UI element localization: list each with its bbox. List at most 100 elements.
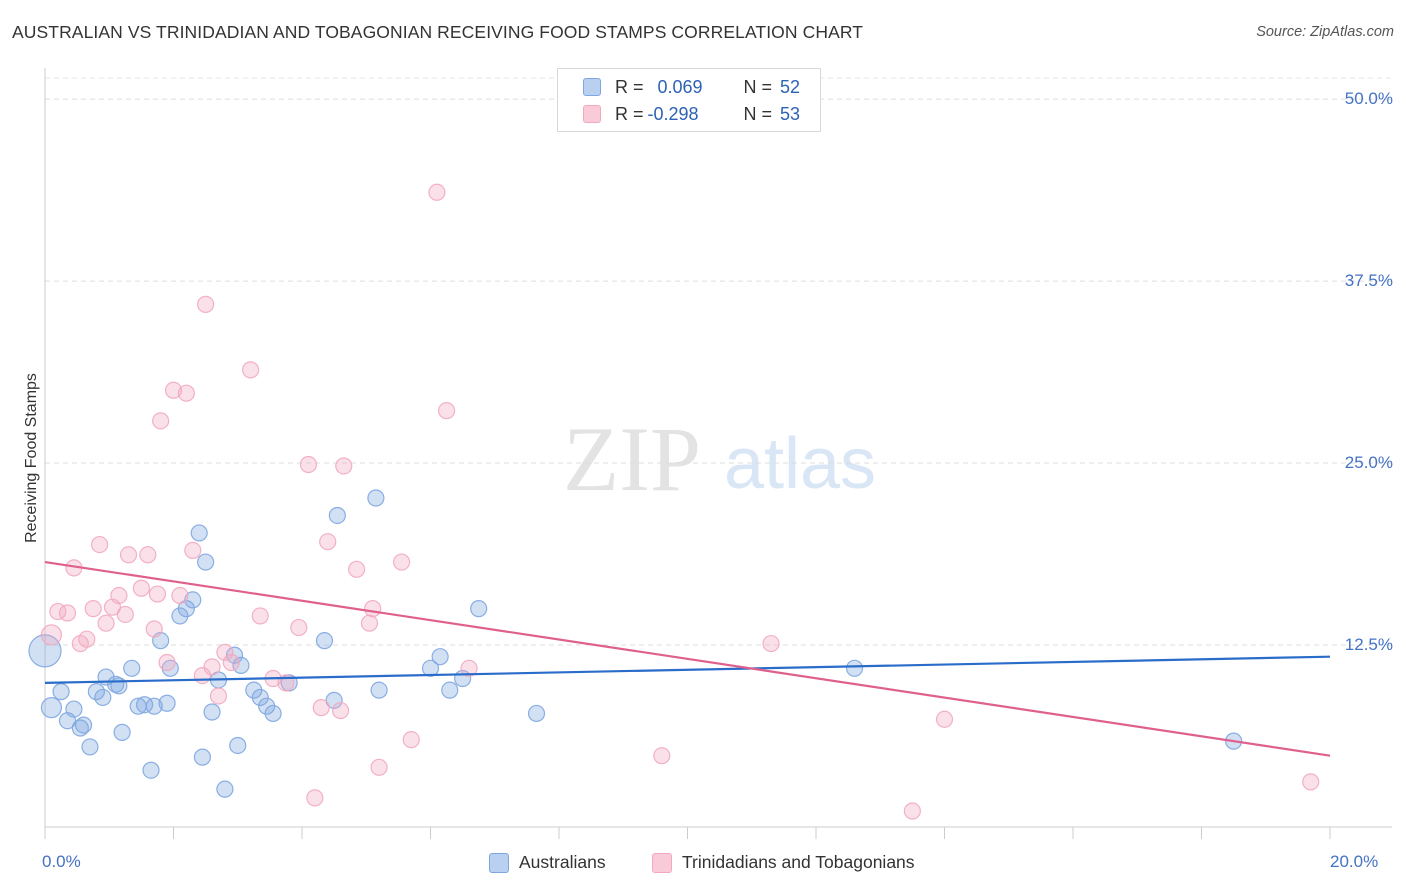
data-point bbox=[264, 704, 282, 723]
data-point bbox=[145, 697, 163, 715]
legend-r-value: -0.298 bbox=[647, 103, 699, 124]
watermark: ZIP atlas bbox=[563, 408, 876, 510]
y-tick-label: 12.5% bbox=[1344, 635, 1393, 655]
y-tick-label: 25.0% bbox=[1344, 453, 1393, 473]
data-point bbox=[290, 618, 308, 637]
data-point bbox=[348, 560, 366, 578]
data-point bbox=[360, 614, 379, 632]
data-point bbox=[145, 620, 163, 638]
data-point bbox=[335, 457, 353, 475]
data-point bbox=[184, 541, 202, 560]
legend-n-value: 53 bbox=[780, 103, 801, 124]
data-point bbox=[251, 607, 269, 625]
data-point bbox=[402, 731, 420, 749]
trend-line-series-0 bbox=[44, 655, 1331, 684]
data-point bbox=[52, 683, 70, 701]
data-point bbox=[116, 605, 134, 624]
data-point bbox=[190, 524, 208, 542]
data-point bbox=[229, 736, 247, 755]
data-point bbox=[1302, 773, 1320, 791]
data-point bbox=[222, 653, 240, 672]
series-1-points bbox=[40, 183, 1320, 820]
data-point bbox=[319, 533, 337, 551]
legend-n-label: N = bbox=[743, 76, 773, 97]
legend-r-label: R = bbox=[615, 103, 644, 124]
y-tick-label: 50.0% bbox=[1344, 89, 1393, 109]
data-point bbox=[139, 546, 157, 564]
bottom-legend-australians: Australians bbox=[489, 852, 606, 873]
data-point bbox=[437, 402, 456, 420]
data-point bbox=[428, 183, 446, 201]
data-point bbox=[94, 688, 112, 707]
data-point bbox=[315, 632, 334, 650]
data-point bbox=[762, 634, 780, 653]
legend-n-value: 52 bbox=[780, 76, 801, 97]
data-point bbox=[299, 455, 318, 474]
data-point bbox=[184, 591, 202, 609]
data-points bbox=[28, 183, 1320, 820]
data-point bbox=[91, 535, 109, 554]
data-point bbox=[197, 295, 215, 313]
legend: R = 0.069 N = 52 R = -0.298 N = 53 bbox=[557, 68, 821, 132]
bottom-legend-swatch-pink bbox=[652, 852, 672, 873]
bottom-legend-label: Australians bbox=[519, 852, 606, 872]
x-tick-label-min: 0.0% bbox=[42, 852, 81, 871]
data-point bbox=[28, 634, 62, 668]
data-point bbox=[132, 579, 150, 597]
data-point bbox=[197, 553, 215, 571]
data-point bbox=[216, 780, 234, 798]
trend-lines bbox=[44, 560, 1331, 757]
data-point bbox=[84, 600, 102, 618]
data-point bbox=[209, 687, 228, 705]
legend-r-label: R = bbox=[615, 76, 644, 97]
data-point bbox=[845, 659, 864, 677]
data-point bbox=[216, 643, 234, 661]
data-point bbox=[232, 656, 250, 675]
data-point bbox=[203, 658, 221, 676]
data-point bbox=[331, 701, 350, 720]
bottom-legend-label: Trinidadians and Tobagonians bbox=[682, 852, 915, 872]
bottom-legend-trinidadians: Trinidadians and Tobagonians bbox=[652, 852, 915, 873]
data-point bbox=[171, 586, 189, 605]
legend-swatch-pink bbox=[583, 105, 601, 123]
data-point bbox=[71, 719, 89, 737]
data-point bbox=[142, 761, 160, 779]
data-point bbox=[251, 688, 269, 707]
legend-row-australians: R = 0.069 N = 52 bbox=[583, 76, 800, 98]
data-point bbox=[653, 747, 671, 765]
data-point bbox=[113, 723, 131, 741]
data-point bbox=[123, 659, 141, 677]
data-point bbox=[65, 700, 83, 718]
x-tick-label-max: 20.0% bbox=[1330, 852, 1379, 871]
watermark-atlas: atlas bbox=[724, 424, 876, 504]
data-point bbox=[392, 553, 411, 571]
grid-lines bbox=[45, 77, 1392, 646]
data-point bbox=[903, 802, 921, 820]
data-point bbox=[152, 412, 170, 430]
data-point bbox=[40, 624, 63, 646]
data-point bbox=[364, 600, 382, 618]
data-point bbox=[527, 704, 546, 723]
axes bbox=[44, 68, 1392, 839]
data-point bbox=[40, 697, 63, 719]
data-point bbox=[164, 381, 183, 399]
data-point bbox=[325, 691, 343, 709]
data-point bbox=[328, 506, 346, 525]
data-point bbox=[58, 604, 77, 622]
data-point bbox=[119, 546, 138, 564]
data-point bbox=[370, 681, 388, 699]
data-point bbox=[370, 758, 388, 776]
data-point bbox=[203, 703, 221, 721]
data-point bbox=[78, 630, 96, 648]
data-point bbox=[97, 614, 115, 632]
data-point bbox=[74, 716, 93, 734]
watermark-zip: ZIP bbox=[563, 408, 701, 510]
data-point bbox=[470, 600, 488, 618]
legend-swatch-blue bbox=[583, 78, 601, 96]
data-point bbox=[87, 683, 106, 701]
data-point bbox=[177, 384, 195, 402]
data-point bbox=[935, 710, 954, 728]
y-tick-label: 37.5% bbox=[1344, 271, 1393, 291]
chart-title: AUSTRALIAN VS TRINIDADIAN AND TOBAGONIAN… bbox=[12, 22, 864, 42]
